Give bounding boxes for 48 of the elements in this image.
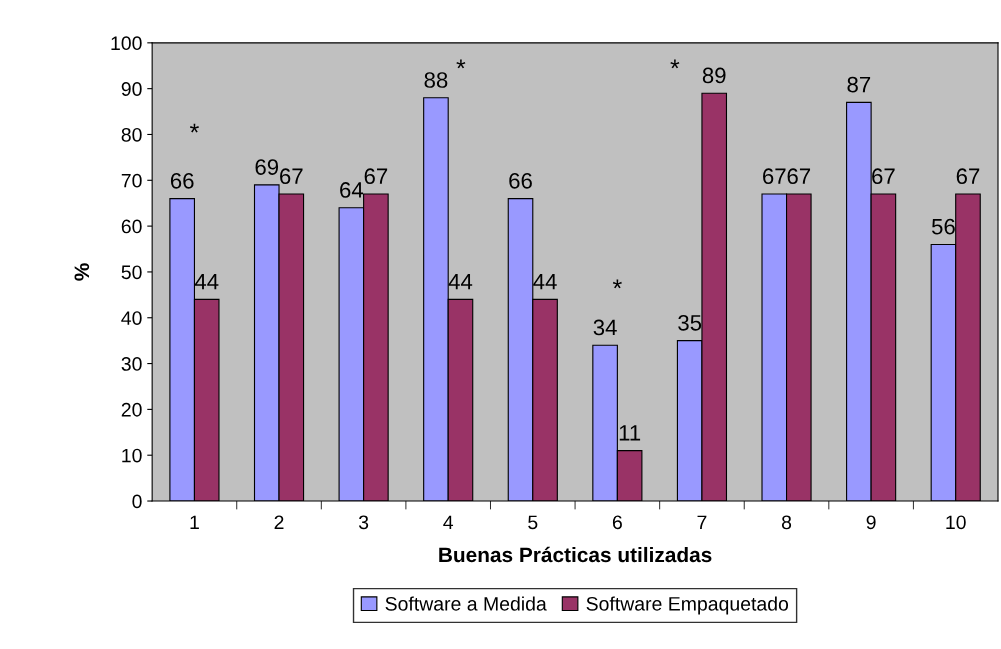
data-label: 89 (702, 67, 726, 84)
data-label: 67 (787, 168, 811, 185)
data-label: 67 (763, 168, 786, 185)
data-label: 67 (956, 168, 980, 185)
data-label: 56 (931, 218, 955, 235)
data-label: 69 (255, 159, 279, 175)
data-label: 44 (533, 273, 557, 290)
y-tick-label: 90 (121, 82, 142, 96)
data-label: 35 (678, 314, 702, 331)
legend-label: Software a Medida (385, 596, 547, 611)
annotation: * (189, 123, 199, 133)
y-tick-label: 30 (121, 357, 142, 371)
x-tick-label: 10 (946, 515, 966, 530)
x-tick-label: 3 (358, 515, 369, 530)
data-label: 67 (364, 168, 388, 185)
y-tick-label: 40 (121, 311, 142, 325)
data-label: 64 (340, 182, 364, 198)
y-tick-label: 10 (122, 448, 142, 463)
y-tick-label: 60 (121, 219, 142, 234)
x-tick-label: 4 (443, 515, 454, 530)
x-tick-label: 6 (612, 515, 622, 530)
data-label: 88 (424, 72, 448, 88)
x-tick-label: 9 (866, 515, 876, 530)
annotation: * (456, 59, 466, 69)
y-tick-label: 80 (121, 127, 142, 142)
y-tick-label: 20 (121, 402, 142, 417)
data-label: 44 (194, 273, 219, 290)
annotation: * (612, 279, 622, 289)
annotation: * (670, 59, 680, 69)
data-label: 67 (872, 168, 895, 185)
x-tick-label: 2 (274, 515, 284, 530)
x-axis-title: Buenas Prácticas utilizadas (439, 546, 712, 563)
data-label: 34 (593, 319, 617, 336)
data-label: 11 (619, 425, 641, 441)
x-tick-label: 8 (781, 515, 792, 530)
data-label: 66 (170, 172, 194, 189)
data-label: 67 (280, 168, 303, 185)
y-tick-label: 70 (121, 173, 142, 188)
y-axis-title: % (74, 263, 90, 281)
data-label: 66 (509, 172, 532, 189)
x-tick-label: 1 (190, 515, 199, 530)
x-tick-label: 7 (697, 515, 707, 530)
y-tick-label: 50 (121, 265, 142, 280)
y-tick-label: 0 (132, 494, 142, 509)
y-tick-label: 100 (111, 36, 142, 51)
data-label: 87 (847, 76, 871, 93)
x-tick-label: 5 (528, 515, 538, 530)
legend-label: Software Empaquetado (586, 596, 789, 615)
